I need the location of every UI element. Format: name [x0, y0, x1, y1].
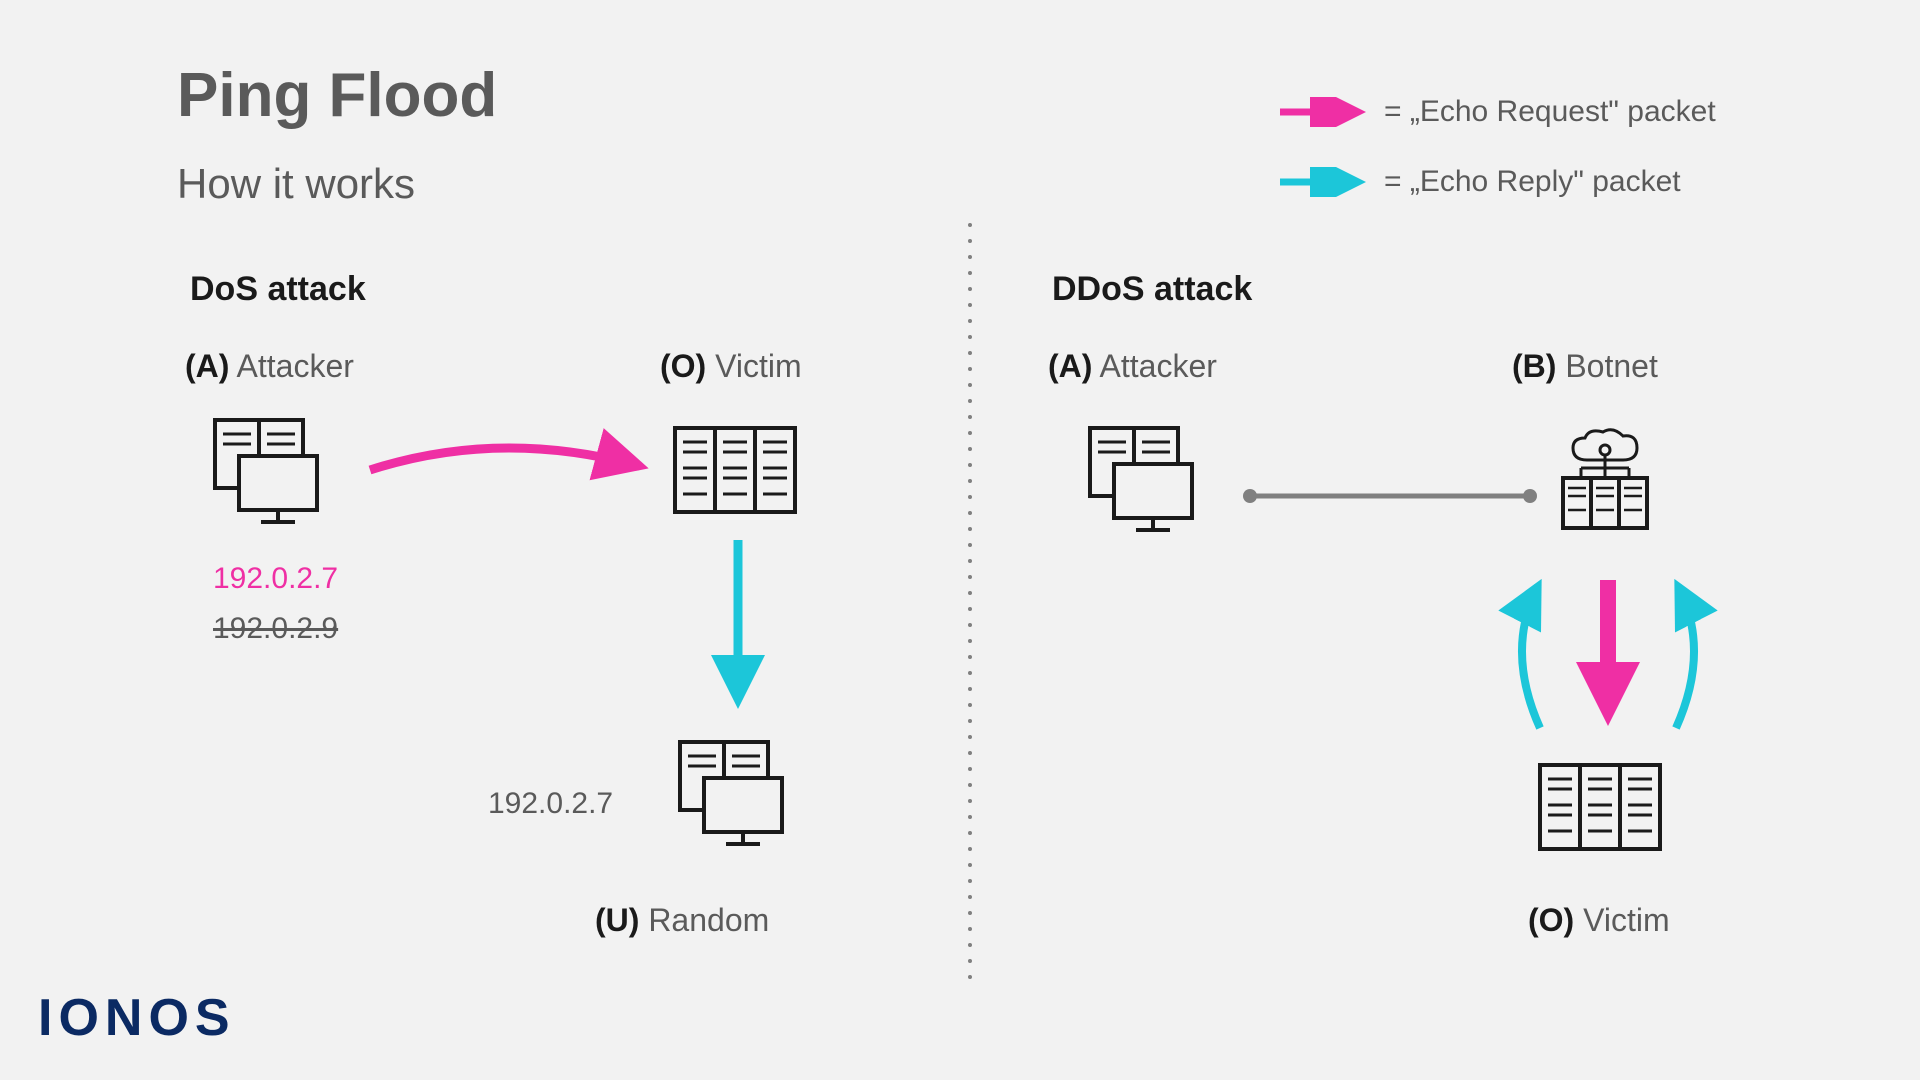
dos-random-label: (U) Random — [595, 902, 769, 939]
dos-victim-text: Victim — [715, 348, 802, 384]
ddos-heading: DDoS attack — [1052, 270, 1252, 309]
ddos-attacker-icon — [1090, 428, 1192, 530]
dos-victim-paren: (O) — [660, 348, 706, 384]
dos-victim-label: (O) Victim — [660, 348, 802, 385]
legend-reply: = „Echo Reply" packet — [1278, 165, 1681, 199]
ddos-attacker-text: Attacker — [1100, 348, 1217, 384]
dos-victim-icon — [675, 428, 795, 512]
legend-request-arrow-icon — [1278, 97, 1366, 127]
ddos-victim-label: (O) Victim — [1528, 902, 1670, 939]
ddos-botnet-paren: (B) — [1512, 348, 1556, 384]
dos-attacker-text: Attacker — [237, 348, 354, 384]
dos-ip-real: 192.0.2.7 — [213, 562, 338, 596]
ddos-control-start-dot — [1243, 489, 1257, 503]
ddos-botnet-label: (B) Botnet — [1512, 348, 1658, 385]
ddos-reply-arrow-left — [1522, 586, 1540, 728]
dos-attacker-label: (A) Attacker — [185, 348, 354, 385]
page-subtitle: How it works — [177, 160, 415, 208]
ddos-victim-paren: (O) — [1528, 902, 1574, 938]
ddos-attacker-paren: (A) — [1048, 348, 1092, 384]
dos-attacker-icon — [215, 420, 317, 522]
legend-request-text: = „Echo Request" packet — [1384, 95, 1716, 129]
ddos-victim-icon — [1540, 765, 1660, 849]
dos-request-arrow — [370, 448, 640, 470]
dos-random-text: Random — [648, 902, 769, 938]
page-title: Ping Flood — [177, 60, 497, 131]
legend-request: = „Echo Request" packet — [1278, 95, 1716, 129]
dos-ip-spoofed: 192.0.2.9 — [213, 612, 338, 646]
dos-ip-random: 192.0.2.7 — [488, 787, 613, 821]
ddos-victim-text: Victim — [1583, 902, 1670, 938]
ddos-reply-arrow-right — [1676, 586, 1694, 728]
dos-heading: DoS attack — [190, 270, 366, 309]
legend-reply-arrow-icon — [1278, 167, 1366, 197]
ddos-control-end-dot — [1523, 489, 1537, 503]
ddos-attacker-label: (A) Attacker — [1048, 348, 1217, 385]
ddos-botnet-text: Botnet — [1565, 348, 1658, 384]
dos-attacker-paren: (A) — [185, 348, 229, 384]
legend-reply-text: = „Echo Reply" packet — [1384, 165, 1681, 199]
ddos-botnet-icon — [1563, 430, 1647, 528]
dos-random-icon — [680, 742, 782, 844]
ionos-logo: IONOS — [38, 988, 236, 1048]
dos-random-paren: (U) — [595, 902, 639, 938]
